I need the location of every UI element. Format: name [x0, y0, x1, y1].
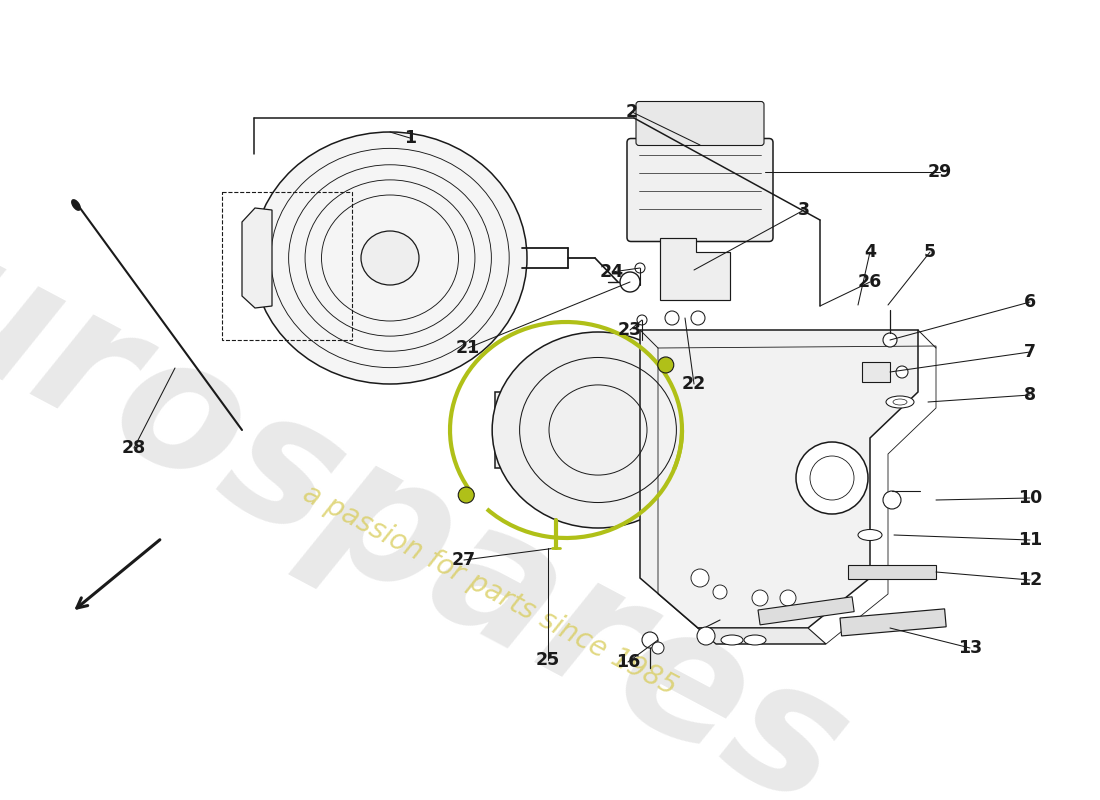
Ellipse shape — [253, 132, 527, 384]
Ellipse shape — [361, 231, 419, 285]
Circle shape — [883, 491, 901, 509]
FancyBboxPatch shape — [627, 138, 773, 242]
Text: 2: 2 — [626, 103, 638, 121]
Ellipse shape — [858, 530, 882, 541]
Circle shape — [652, 642, 664, 654]
Circle shape — [642, 632, 658, 648]
Text: 12: 12 — [1018, 571, 1042, 589]
Text: eurospares: eurospares — [0, 154, 874, 800]
Text: 7: 7 — [1024, 343, 1036, 361]
Polygon shape — [242, 208, 272, 308]
Text: 24: 24 — [600, 263, 624, 281]
Text: 6: 6 — [1024, 293, 1036, 311]
Text: 28: 28 — [122, 439, 146, 457]
Text: a passion for parts since 1985: a passion for parts since 1985 — [298, 479, 682, 701]
Bar — [222, 192, 352, 340]
Text: 5: 5 — [924, 243, 936, 261]
Text: 3: 3 — [798, 201, 810, 219]
Text: 23: 23 — [618, 321, 642, 339]
Ellipse shape — [720, 635, 742, 645]
Text: 16: 16 — [616, 653, 640, 671]
Text: 10: 10 — [1018, 489, 1042, 507]
Circle shape — [896, 366, 907, 378]
Text: 25: 25 — [536, 651, 560, 669]
Text: 26: 26 — [858, 273, 882, 291]
Text: 29: 29 — [928, 163, 953, 181]
Circle shape — [459, 487, 474, 503]
Bar — [848, 565, 936, 579]
Circle shape — [752, 590, 768, 606]
Polygon shape — [640, 330, 918, 628]
Text: 11: 11 — [1018, 531, 1042, 549]
Ellipse shape — [492, 332, 704, 528]
Text: 13: 13 — [958, 639, 982, 657]
Text: 21: 21 — [455, 339, 480, 357]
Text: 1: 1 — [404, 129, 416, 147]
Circle shape — [780, 590, 796, 606]
Circle shape — [883, 333, 896, 347]
Circle shape — [637, 315, 647, 325]
Polygon shape — [698, 628, 826, 644]
Bar — [495, 392, 707, 468]
Text: 4: 4 — [864, 243, 876, 261]
Text: 27: 27 — [452, 551, 476, 569]
FancyBboxPatch shape — [636, 102, 764, 146]
Circle shape — [658, 357, 674, 373]
Ellipse shape — [72, 200, 80, 210]
Bar — [840, 609, 946, 636]
Ellipse shape — [744, 635, 766, 645]
Circle shape — [697, 627, 715, 645]
Circle shape — [635, 263, 645, 273]
Ellipse shape — [886, 396, 914, 408]
Bar — [758, 597, 855, 625]
Circle shape — [620, 272, 640, 292]
Text: 8: 8 — [1024, 386, 1036, 404]
Circle shape — [691, 569, 710, 587]
Circle shape — [796, 442, 868, 514]
Circle shape — [713, 585, 727, 599]
Circle shape — [691, 311, 705, 325]
Text: 22: 22 — [682, 375, 706, 393]
Bar — [862, 362, 890, 382]
Polygon shape — [660, 238, 730, 300]
Circle shape — [666, 311, 679, 325]
